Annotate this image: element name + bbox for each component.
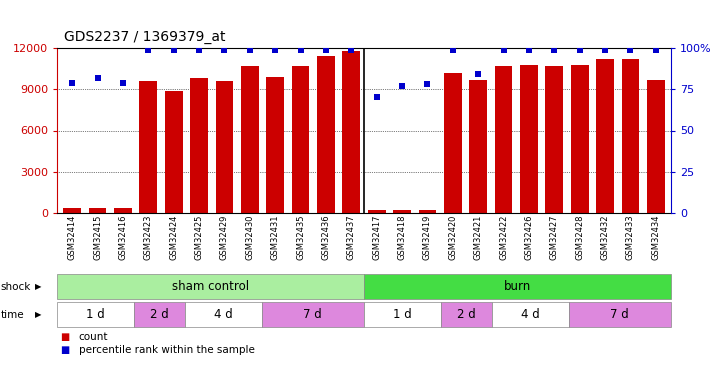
Point [422,81,433,87]
Text: shock: shock [1,282,31,291]
Text: time: time [1,309,25,320]
Point [523,46,535,53]
Point [295,46,306,53]
Point [549,46,560,53]
Text: 4 d: 4 d [521,308,539,321]
Point [66,80,78,86]
Point [218,46,230,53]
Text: ■: ■ [61,332,70,342]
Bar [444,73,461,213]
Bar [520,64,538,213]
Point [624,46,636,53]
Text: 7 d: 7 d [304,308,322,321]
Text: ▶: ▶ [35,310,42,319]
Text: burn: burn [504,280,531,293]
Text: sham control: sham control [172,280,249,293]
Point [320,46,332,53]
Point [270,46,281,53]
Text: GDS2237 / 1369379_at: GDS2237 / 1369379_at [64,30,226,44]
Text: 2 d: 2 d [457,308,476,321]
Point [118,80,129,86]
Point [193,46,205,53]
Bar [317,56,335,213]
Bar [114,208,132,213]
Point [168,46,180,53]
Point [650,46,662,53]
Point [371,94,382,100]
Bar [216,81,234,213]
Point [497,46,509,53]
Bar [368,210,386,213]
Bar [571,64,588,213]
Point [472,71,484,77]
Bar [292,66,309,213]
Bar [342,51,360,213]
Bar [469,80,487,213]
Point [599,46,611,53]
Bar [241,66,259,213]
Bar [419,210,436,213]
Point [143,46,154,53]
Bar [165,91,182,213]
Bar [545,66,563,213]
Point [574,46,585,53]
Text: 7 d: 7 d [611,308,629,321]
Point [92,75,103,81]
Point [447,46,459,53]
Bar [139,81,157,213]
Text: 4 d: 4 d [214,308,233,321]
Bar [622,59,640,213]
Bar [89,208,107,213]
Bar [266,77,284,213]
Bar [647,80,665,213]
Text: ▶: ▶ [35,282,42,291]
Text: ■: ■ [61,345,70,355]
Bar [393,210,411,213]
Text: count: count [79,332,108,342]
Text: percentile rank within the sample: percentile rank within the sample [79,345,255,355]
Bar [63,208,81,213]
Bar [596,59,614,213]
Point [244,46,255,53]
Text: 2 d: 2 d [150,308,169,321]
Bar [190,78,208,213]
Bar [495,66,513,213]
Point [397,83,408,89]
Text: 1 d: 1 d [393,308,412,321]
Point [345,46,357,53]
Text: 1 d: 1 d [86,308,105,321]
